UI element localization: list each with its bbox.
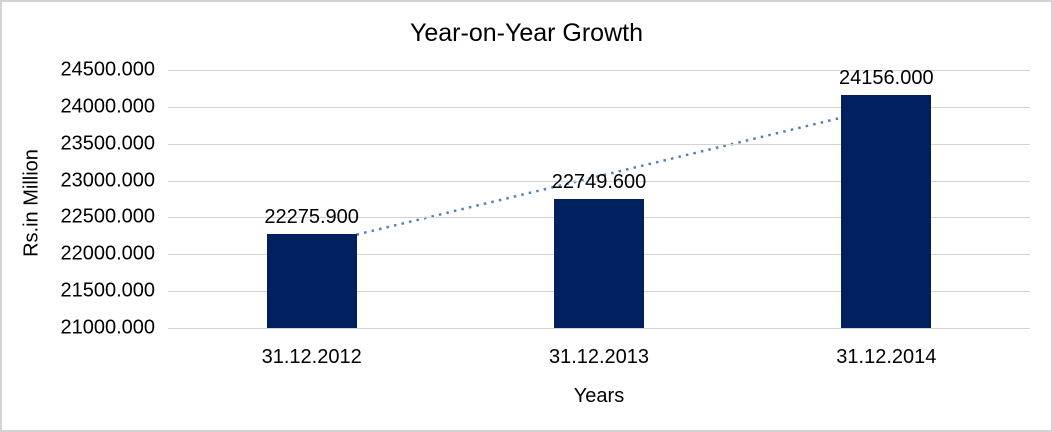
y-tick-label: 21500.000 bbox=[60, 279, 155, 302]
y-tick-label: 23000.000 bbox=[60, 169, 155, 192]
chart-title: Year-on-Year Growth bbox=[409, 19, 643, 47]
y-tick-label: 24500.000 bbox=[60, 58, 155, 81]
x-axis-tick-labels: 31.12.2012 31.12.2013 31.12.2014 bbox=[168, 346, 1030, 370]
y-tick-label: 24000.000 bbox=[60, 95, 155, 118]
y-tick-label: 22500.000 bbox=[60, 205, 155, 228]
gridline bbox=[168, 106, 1030, 108]
bar bbox=[266, 233, 357, 328]
y-axis-tick-labels: 21000.000 21500.000 22000.000 22500.000 2300… bbox=[2, 59, 155, 339]
gridline bbox=[168, 143, 1030, 145]
x-tick-label: 31.12.2014 bbox=[836, 346, 937, 368]
bar-value-label: 22749.600 bbox=[551, 171, 647, 194]
bar-value-label: 22275.900 bbox=[264, 205, 359, 228]
x-tick-label: 31.12.2012 bbox=[261, 346, 362, 368]
x-axis-title: Years bbox=[573, 385, 625, 407]
x-tick-label: 31.12.2013 bbox=[548, 346, 650, 368]
y-tick-label: 22000.000 bbox=[60, 242, 155, 265]
plot-area: 22275.900 22749.600 24156.000 bbox=[168, 67, 1030, 329]
gridline bbox=[168, 70, 1030, 71]
y-tick-label: 21000.000 bbox=[60, 316, 155, 339]
bar bbox=[841, 95, 932, 328]
bar-value-label: 24156.000 bbox=[839, 67, 934, 90]
gridline bbox=[168, 328, 1030, 329]
y-tick-label: 23500.000 bbox=[60, 132, 155, 155]
bar bbox=[554, 199, 644, 328]
gridline bbox=[168, 180, 1030, 182]
